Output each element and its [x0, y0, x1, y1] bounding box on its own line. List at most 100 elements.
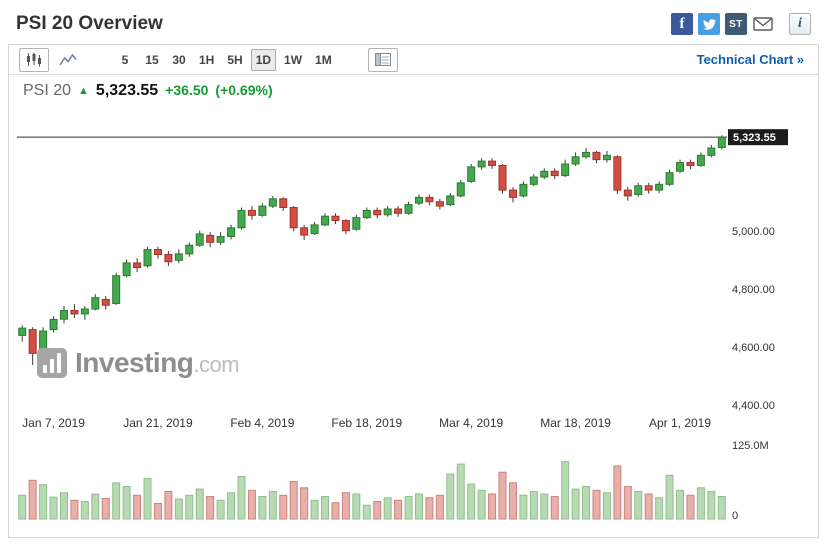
candle-body [195, 233, 204, 246]
volume-bar [550, 496, 559, 520]
candle-body [634, 185, 643, 195]
price-volume-chart[interactable]: 5,000.00 4,800.00 4,600.00 4,400.00 5,323.55… [9, 75, 818, 537]
chart-area: PSI 20 ▲ 5,323.55 +36.50 (+0.69%) Invest… [9, 75, 818, 537]
volume-bar [258, 496, 267, 520]
volume-bar [477, 489, 486, 520]
volume-bar [122, 486, 131, 520]
interval-1h[interactable]: 1H [199, 52, 215, 67]
candle-body [70, 309, 79, 315]
candle-body [206, 234, 215, 243]
volume-bar [164, 491, 173, 520]
candlestick-chart-type-button[interactable] [19, 47, 49, 72]
candle-body [665, 172, 674, 185]
candle-body [529, 176, 538, 185]
volume-bar [571, 488, 580, 520]
candle-body [613, 156, 622, 191]
interval-1d[interactable]: 1D [250, 48, 277, 71]
x-axis-label: Jan 21, 2019 [123, 416, 193, 430]
candle-body [707, 147, 716, 156]
volume-bar [394, 499, 403, 520]
info-button[interactable]: i [789, 13, 811, 35]
candle-body [686, 162, 695, 166]
candle-body [101, 298, 110, 306]
volume-bar [237, 476, 246, 520]
candle-body [477, 160, 486, 168]
candle-body [310, 224, 319, 235]
candle-body [717, 136, 726, 148]
interval-5[interactable]: 5 [121, 52, 129, 67]
y-axis-label: 4,600.00 [732, 342, 775, 354]
volume-bar [383, 497, 392, 520]
volume-bar [206, 496, 215, 520]
volume-bar [686, 494, 695, 520]
candle-body [39, 330, 48, 351]
candle-body [561, 163, 570, 177]
candle-body [404, 204, 413, 214]
email-share-icon[interactable] [752, 13, 774, 35]
interval-5h[interactable]: 5H [227, 52, 243, 67]
candle-body [540, 170, 549, 178]
candle-body [571, 156, 580, 165]
candle-body [644, 185, 653, 191]
envelope-icon [753, 17, 773, 31]
x-axis-label: Feb 4, 2019 [230, 416, 294, 430]
interval-15[interactable]: 15 [145, 52, 159, 67]
volume-bar [321, 496, 330, 520]
volume-bar [80, 501, 89, 520]
volume-bar [665, 474, 674, 520]
line-chart-type-button[interactable] [53, 48, 83, 72]
volume-bar [644, 493, 653, 520]
volume-bar [247, 489, 256, 520]
volume-bar [70, 499, 79, 520]
stocktwits-share-icon[interactable]: ST [725, 13, 747, 35]
twitter-share-icon[interactable] [698, 13, 720, 35]
psi20-overview-page: PSI 20 Overview f ST i [8, 13, 819, 538]
candle-body [174, 253, 183, 261]
volume-bar [519, 494, 528, 520]
candle-body [467, 166, 476, 182]
candle-body [498, 164, 507, 191]
volume-max-label: 125.0M [732, 440, 769, 452]
candle-body [279, 198, 288, 209]
volume-bar [185, 494, 194, 520]
volume-bar [195, 488, 204, 520]
technical-chart-link[interactable]: Technical Chart » [696, 52, 804, 67]
candle-body [508, 189, 517, 198]
volume-bar [634, 491, 643, 520]
price-change: +36.50 [165, 82, 209, 98]
interval-1w[interactable]: 1W [284, 52, 303, 67]
volume-bar [623, 486, 632, 520]
candle-body [227, 227, 236, 238]
price-change-percent: (+0.69%) [215, 82, 273, 98]
candle-body [143, 249, 152, 267]
candle-body [550, 170, 559, 177]
volume-bar [602, 492, 611, 520]
volume-bar [435, 494, 444, 520]
volume-bar [352, 493, 361, 520]
candle-body [164, 253, 173, 263]
volume-bar [331, 502, 340, 520]
y-axis-label: 5,000.00 [732, 226, 775, 238]
x-axis-label: Mar 18, 2019 [540, 416, 611, 430]
interval-1m[interactable]: 1M [315, 52, 332, 67]
chart-widget: 5 15 30 1H 5H 1D 1W 1M Technical Chart » [8, 44, 819, 538]
facebook-share-icon[interactable]: f [671, 13, 693, 35]
interval-selector: 5 15 30 1H 5H 1D 1W 1M [113, 48, 340, 71]
candle-body [258, 205, 267, 216]
volume-bar [456, 463, 465, 520]
volume-bar [613, 465, 622, 520]
interval-30[interactable]: 30 [172, 52, 186, 67]
volume-bar [268, 491, 277, 520]
volume-bar [404, 496, 413, 520]
volume-bar [59, 492, 68, 520]
volume-bar [341, 492, 350, 520]
current-price-badge-label: 5,323.55 [733, 132, 776, 144]
panel-toggle-button[interactable] [367, 47, 398, 72]
candle-body [185, 244, 194, 255]
candle-body [394, 208, 403, 214]
candle-body [341, 220, 350, 232]
candle-body [352, 217, 361, 230]
volume-bar [174, 498, 183, 520]
quote-row: PSI 20 ▲ 5,323.55 +36.50 (+0.69%) [23, 82, 273, 100]
candle-body [300, 227, 309, 236]
